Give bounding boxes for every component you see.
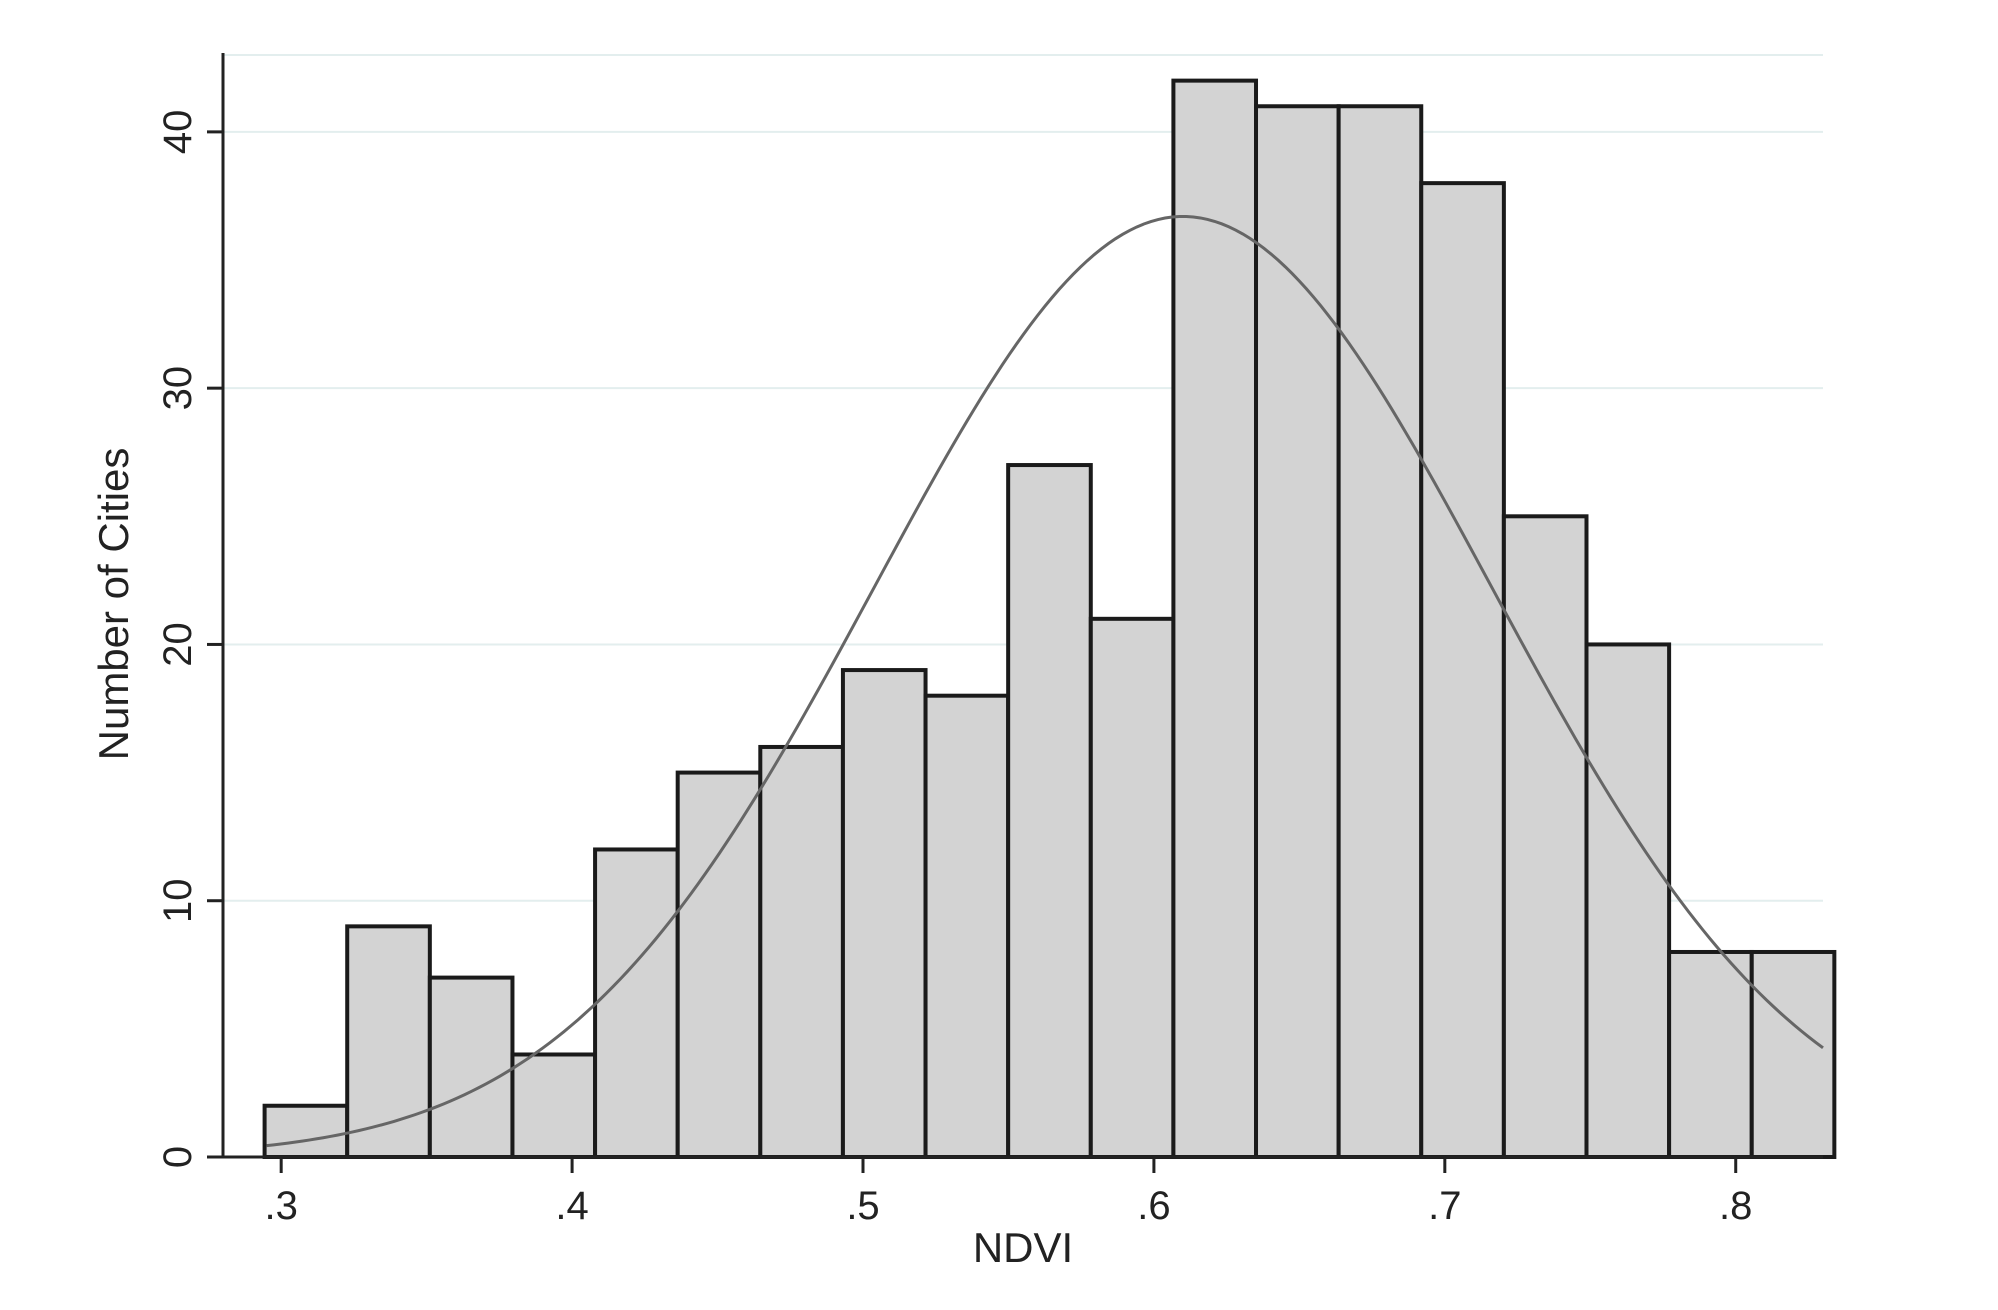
histogram-bar-4 xyxy=(593,847,680,1159)
y-tick-label-30: 30 xyxy=(156,366,200,411)
tick-labels: .3 .4 .5 .6 .7 .8 0 10 20 30 40 xyxy=(156,110,1752,1228)
normal-density-curve xyxy=(266,215,1824,1148)
histogram-bar-3 xyxy=(510,1052,598,1160)
histogram-bar-12 xyxy=(1254,104,1341,1159)
histogram-bar-18 xyxy=(1749,949,1837,1159)
histogram-bars xyxy=(262,78,1837,1160)
histogram-bar-14 xyxy=(1419,181,1506,1160)
histogram-bar-16 xyxy=(1584,642,1672,1159)
x-axis-title: NDVI xyxy=(973,1224,1073,1271)
histogram-bar-11 xyxy=(1171,78,1259,1159)
histogram-bar-15 xyxy=(1501,514,1589,1159)
axes xyxy=(207,53,1823,1173)
histogram-bar-13 xyxy=(1336,104,1424,1159)
x-tick-label-.4: .4 xyxy=(555,1184,588,1228)
y-tick-label-10: 10 xyxy=(156,878,200,923)
x-tick-label-.5: .5 xyxy=(846,1184,879,1228)
x-tick-label-.7: .7 xyxy=(1428,1184,1461,1228)
normal-curve-layer xyxy=(266,215,1824,1148)
histogram-bar-6 xyxy=(758,744,845,1159)
histogram-bar-8 xyxy=(923,693,1011,1160)
histogram-bar-7 xyxy=(840,668,928,1159)
x-tick-label-.8: .8 xyxy=(1719,1184,1752,1228)
histogram-bar-10 xyxy=(1088,616,1176,1159)
x-tick-label-.6: .6 xyxy=(1137,1184,1170,1228)
histogram-bar-2 xyxy=(427,975,515,1160)
y-tick-label-40: 40 xyxy=(156,110,200,155)
histogram-bar-17 xyxy=(1667,949,1754,1159)
histogram-bar-0 xyxy=(262,1103,350,1159)
y-tick-label-0: 0 xyxy=(156,1146,200,1168)
histogram-bar-9 xyxy=(1006,463,1093,1159)
histogram-bar-5 xyxy=(675,770,763,1160)
x-tick-label-.3: .3 xyxy=(265,1184,298,1228)
y-tick-label-20: 20 xyxy=(156,622,200,667)
y-axis-title: Number of Cities xyxy=(90,448,137,761)
